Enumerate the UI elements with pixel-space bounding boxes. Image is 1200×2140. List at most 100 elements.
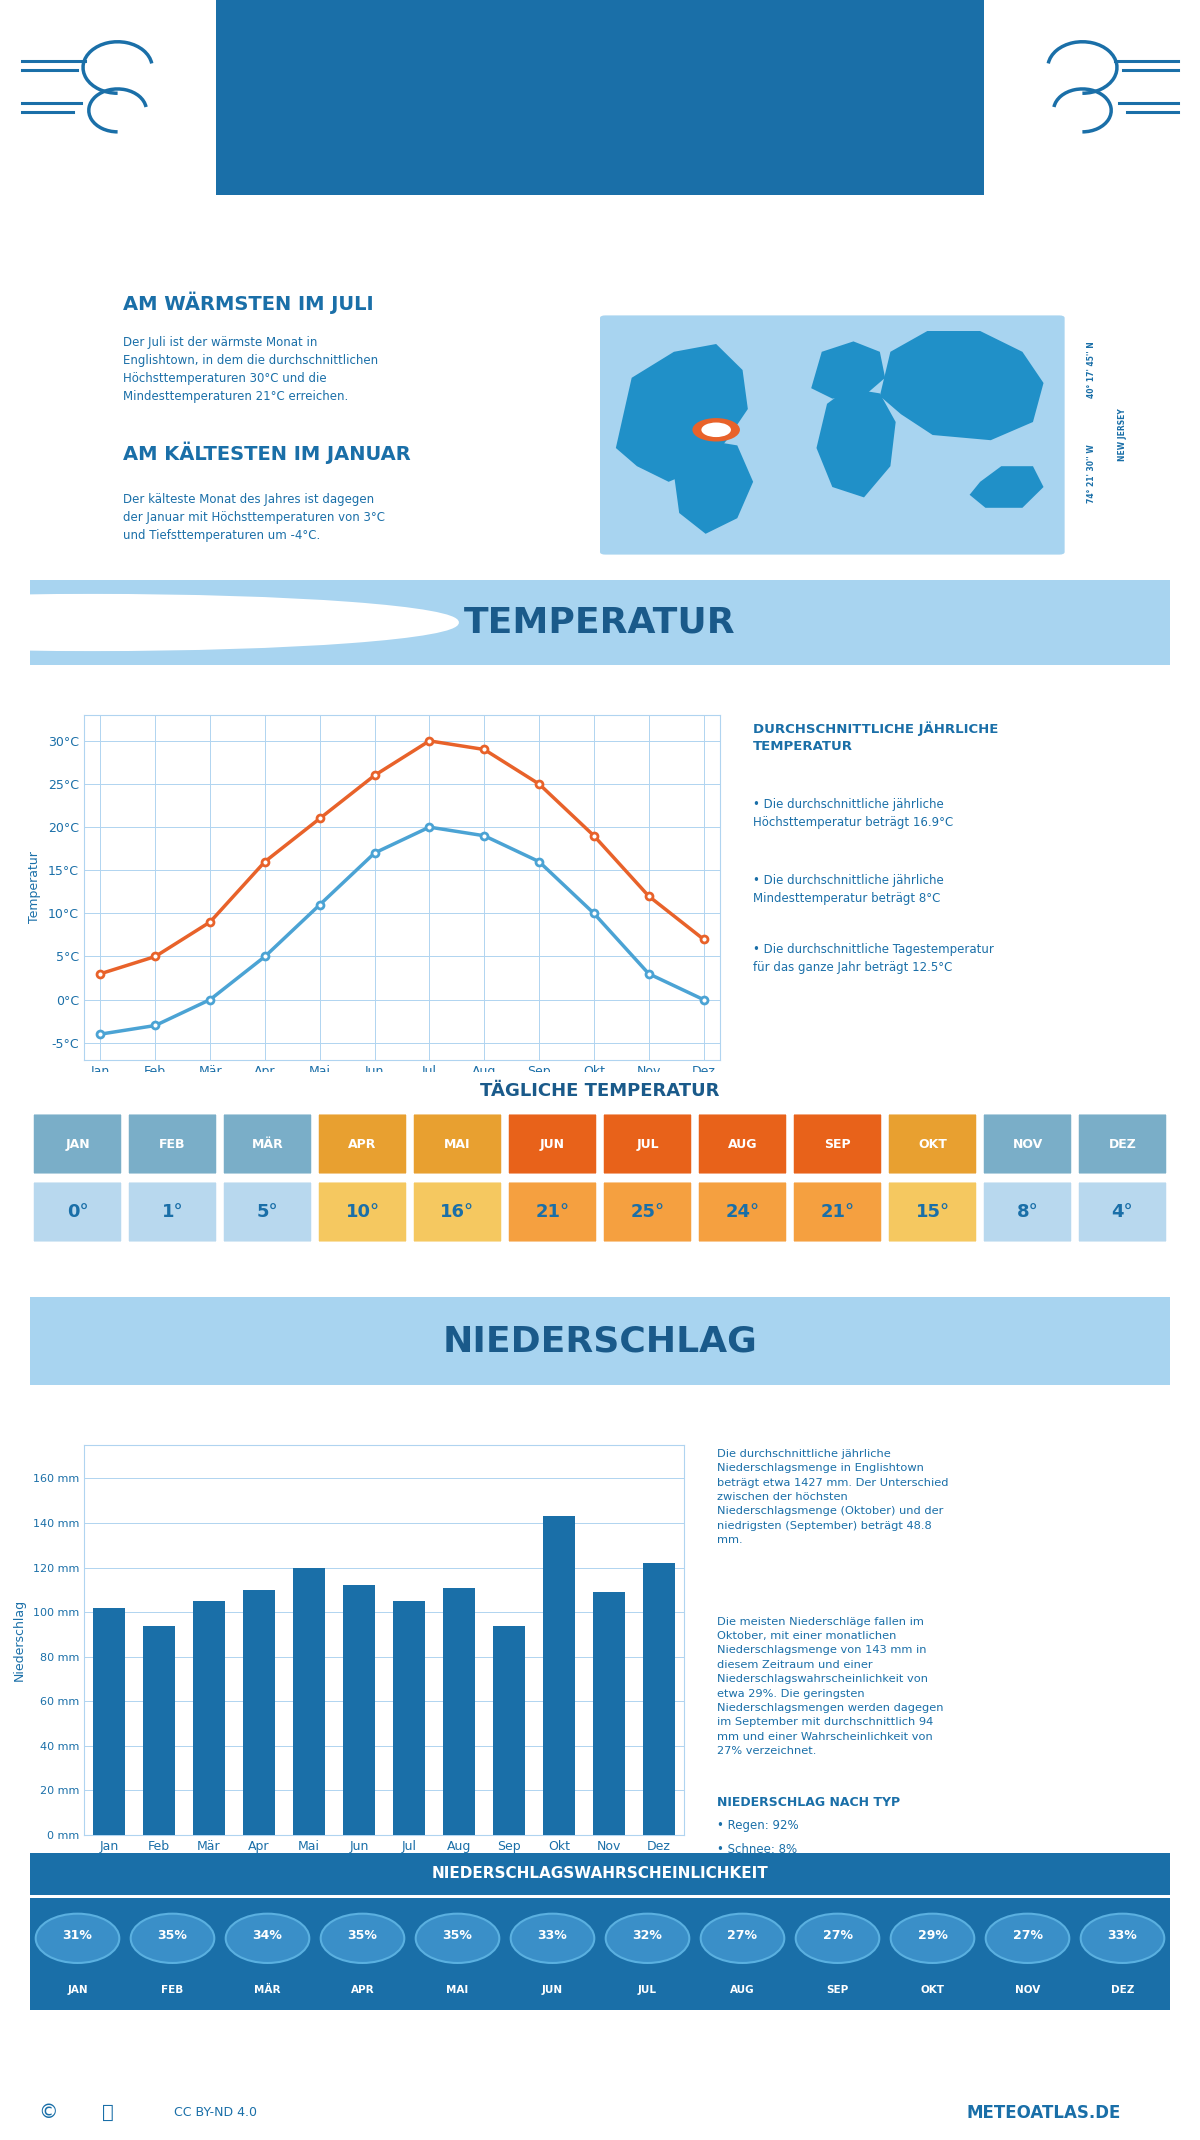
- Text: NIEDERSCHLAGSWAHRSCHEINLICHKEIT: NIEDERSCHLAGSWAHRSCHEINLICHKEIT: [432, 1866, 768, 1881]
- Text: 21°: 21°: [821, 1203, 854, 1222]
- Text: Der kälteste Monat des Jahres ist dagegen
der Januar mit Höchsttemperaturen von : Der kälteste Monat des Jahres ist dagege…: [122, 492, 385, 541]
- Circle shape: [890, 1913, 974, 1962]
- Text: ⓘ: ⓘ: [102, 2104, 114, 2123]
- Text: OKT: OKT: [920, 1986, 944, 1994]
- Text: ENGLISHTOWN: ENGLISHTOWN: [402, 41, 798, 86]
- Text: • Die durchschnittliche Tagestemperatur
für das ganze Jahr beträgt 12.5°C: • Die durchschnittliche Tagestemperatur …: [752, 944, 994, 974]
- Text: 40° 17' 45'' N: 40° 17' 45'' N: [1086, 342, 1096, 398]
- Circle shape: [415, 1913, 499, 1962]
- Text: VEREINIGTE STAATEN VON AMERIKA: VEREINIGTE STAATEN VON AMERIKA: [458, 133, 742, 148]
- Text: 35%: 35%: [348, 1928, 378, 1941]
- Text: JUN: JUN: [542, 1986, 563, 1994]
- Text: TEMPERATUR: TEMPERATUR: [464, 606, 736, 640]
- Text: MÄR: MÄR: [252, 1138, 283, 1151]
- Text: 5°: 5°: [257, 1203, 278, 1222]
- Text: 25°: 25°: [630, 1203, 665, 1222]
- Bar: [443, 1588, 475, 1834]
- Text: 15°: 15°: [916, 1203, 949, 1222]
- FancyBboxPatch shape: [602, 1113, 692, 1175]
- Circle shape: [226, 1913, 310, 1962]
- Bar: [143, 1626, 175, 1834]
- FancyBboxPatch shape: [222, 1113, 313, 1175]
- Text: NIEDERSCHLAG: NIEDERSCHLAG: [443, 1325, 757, 1359]
- Text: 10°: 10°: [346, 1203, 379, 1222]
- FancyBboxPatch shape: [697, 1181, 787, 1243]
- Polygon shape: [880, 332, 1044, 441]
- Text: NEW JERSEY: NEW JERSEY: [1118, 409, 1127, 462]
- FancyBboxPatch shape: [32, 1181, 122, 1243]
- Text: 31%: 31%: [62, 1928, 92, 1941]
- Circle shape: [131, 1913, 215, 1962]
- Text: 21°: 21°: [535, 1203, 570, 1222]
- FancyBboxPatch shape: [413, 1113, 503, 1175]
- FancyBboxPatch shape: [127, 1181, 217, 1243]
- FancyBboxPatch shape: [32, 1113, 122, 1175]
- Text: AM WÄRMSTEN IM JULI: AM WÄRMSTEN IM JULI: [122, 291, 373, 315]
- FancyBboxPatch shape: [887, 1181, 978, 1243]
- Text: • Regen: 92%: • Regen: 92%: [718, 1819, 799, 1832]
- Text: 0°: 0°: [67, 1203, 89, 1222]
- Text: JUN: JUN: [540, 1138, 565, 1151]
- FancyBboxPatch shape: [983, 1181, 1073, 1243]
- Polygon shape: [811, 342, 886, 398]
- Text: DEZ: DEZ: [1111, 1986, 1134, 1994]
- Legend: Niederschlagssumme: Niederschlagssumme: [179, 1862, 349, 1883]
- Text: TÄGLICHE TEMPERATUR: TÄGLICHE TEMPERATUR: [480, 1083, 720, 1100]
- Text: FEB: FEB: [160, 1138, 186, 1151]
- FancyBboxPatch shape: [127, 1113, 217, 1175]
- Text: 27%: 27%: [1013, 1928, 1043, 1941]
- Text: • Schnee: 8%: • Schnee: 8%: [718, 1843, 798, 1855]
- FancyBboxPatch shape: [697, 1113, 787, 1175]
- Text: CC BY-ND 4.0: CC BY-ND 4.0: [174, 2106, 258, 2119]
- Text: 1°: 1°: [162, 1203, 184, 1222]
- Text: Der Juli ist der wärmste Monat in
Englishtown, in dem die durchschnittlichen
Höc: Der Juli ist der wärmste Monat in Englis…: [122, 336, 378, 402]
- Text: SEP: SEP: [827, 1986, 848, 1994]
- Text: 24°: 24°: [726, 1203, 760, 1222]
- Text: APR: APR: [348, 1138, 377, 1151]
- FancyBboxPatch shape: [508, 1113, 598, 1175]
- Text: 34%: 34%: [252, 1928, 282, 1941]
- Y-axis label: Niederschlag: Niederschlag: [13, 1599, 26, 1682]
- Text: Die meisten Niederschläge fallen im
Oktober, mit einer monatlichen
Niederschlags: Die meisten Niederschläge fallen im Okto…: [718, 1616, 944, 1757]
- Text: 8°: 8°: [1016, 1203, 1038, 1222]
- FancyBboxPatch shape: [317, 1181, 408, 1243]
- Bar: [92, 1607, 125, 1834]
- Text: JUL: JUL: [636, 1138, 659, 1151]
- FancyBboxPatch shape: [317, 1113, 408, 1175]
- FancyBboxPatch shape: [600, 315, 1064, 554]
- FancyBboxPatch shape: [508, 1181, 598, 1243]
- Circle shape: [0, 595, 457, 651]
- Circle shape: [796, 1913, 880, 1962]
- Text: 35%: 35%: [443, 1928, 473, 1941]
- Bar: [593, 1592, 625, 1834]
- Text: NIEDERSCHLAG NACH TYP: NIEDERSCHLAG NACH TYP: [718, 1795, 900, 1808]
- Text: JAN: JAN: [67, 1986, 88, 1994]
- Circle shape: [701, 1913, 785, 1962]
- FancyBboxPatch shape: [983, 1113, 1073, 1175]
- Text: 33%: 33%: [538, 1928, 568, 1941]
- Legend: Maximale Temperatur, Minimale Temperatur: Maximale Temperatur, Minimale Temperatur: [143, 1100, 509, 1124]
- Text: JAN: JAN: [65, 1138, 90, 1151]
- Bar: [392, 1601, 425, 1834]
- Text: OKT: OKT: [918, 1138, 947, 1151]
- FancyBboxPatch shape: [602, 1181, 692, 1243]
- Circle shape: [1081, 1913, 1164, 1962]
- Text: 16°: 16°: [440, 1203, 474, 1222]
- Text: 32%: 32%: [632, 1928, 662, 1941]
- Text: • Die durchschnittliche jährliche
Höchsttemperatur beträgt 16.9°C: • Die durchschnittliche jährliche Höchst…: [752, 798, 953, 828]
- Polygon shape: [674, 441, 754, 533]
- Polygon shape: [970, 467, 1044, 507]
- FancyBboxPatch shape: [1078, 1113, 1168, 1175]
- Text: DEZ: DEZ: [1109, 1138, 1136, 1151]
- Polygon shape: [616, 345, 748, 482]
- Text: AM KÄLTESTEN IM JANUAR: AM KÄLTESTEN IM JANUAR: [122, 441, 410, 464]
- Bar: [242, 1590, 275, 1834]
- FancyBboxPatch shape: [413, 1181, 503, 1243]
- FancyBboxPatch shape: [792, 1181, 883, 1243]
- Text: ©: ©: [38, 2104, 58, 2123]
- Text: SEP: SEP: [824, 1138, 851, 1151]
- Bar: [643, 1562, 676, 1834]
- Y-axis label: Temperatur: Temperatur: [28, 852, 41, 924]
- Text: METEOATLAS.DE: METEOATLAS.DE: [967, 2104, 1121, 2121]
- Polygon shape: [216, 0, 984, 195]
